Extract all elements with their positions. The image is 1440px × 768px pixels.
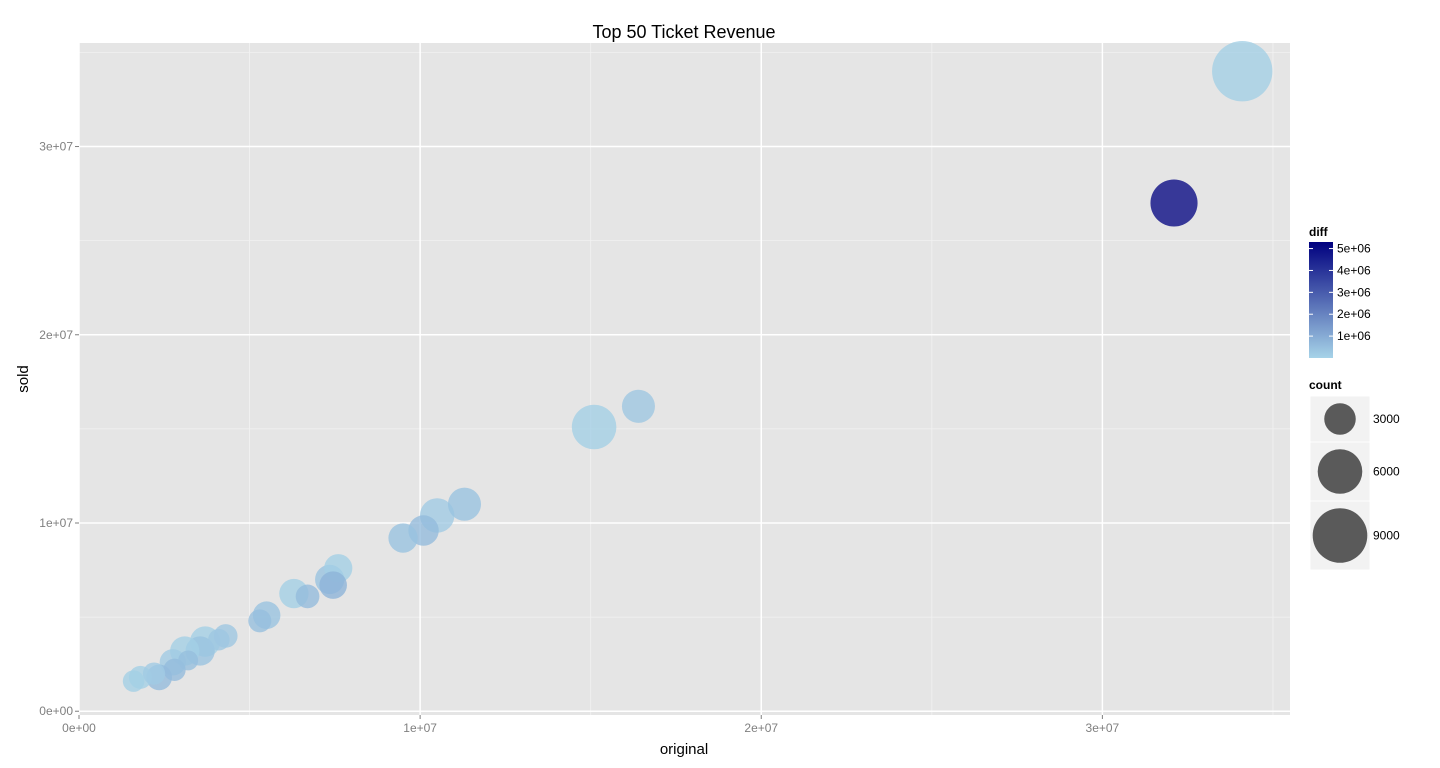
x-tick-labels: 0e+00 1e+07 2e+07 3e+07 xyxy=(62,721,1119,735)
axes xyxy=(75,146,1103,719)
data-point xyxy=(571,404,617,450)
y-tick-label: 2e+07 xyxy=(39,328,73,342)
x-axis-title: original xyxy=(660,741,708,758)
data-points xyxy=(122,41,1273,692)
data-point xyxy=(621,389,655,423)
y-tick-label: 0e+00 xyxy=(39,704,73,718)
data-point xyxy=(1150,179,1198,227)
color-legend-label: 1e+06 xyxy=(1337,329,1371,343)
size-legend-label: 9000 xyxy=(1373,529,1400,543)
x-tick-label: 3e+07 xyxy=(1086,721,1120,735)
x-tick-label: 2e+07 xyxy=(744,721,778,735)
color-legend-title: diff xyxy=(1309,225,1329,239)
color-legend-bar xyxy=(1309,242,1333,358)
plot-panel xyxy=(79,43,1290,715)
major-gridlines xyxy=(78,43,1290,715)
chart-title: Top 50 Ticket Revenue xyxy=(592,22,775,42)
color-legend-label: 3e+06 xyxy=(1337,285,1371,299)
y-tick-labels: 0e+00 1e+07 2e+07 3e+07 xyxy=(39,140,73,719)
size-legend-label: 3000 xyxy=(1373,412,1400,426)
minor-gridlines xyxy=(79,43,1290,715)
y-tick-label: 3e+07 xyxy=(39,140,73,154)
data-point xyxy=(142,662,166,685)
color-legend-breaks: 1e+06 2e+06 3e+06 4e+06 5e+06 xyxy=(1309,242,1371,343)
size-legend-circle xyxy=(1312,508,1368,563)
y-axis-title: sold xyxy=(15,365,32,393)
data-point xyxy=(208,628,230,651)
data-point xyxy=(295,584,320,609)
size-legend: count 3000 6000 9000 xyxy=(1309,378,1400,571)
size-legend-label: 6000 xyxy=(1373,465,1400,479)
data-point xyxy=(388,523,418,553)
data-point xyxy=(122,670,145,692)
color-legend: diff 1e+06 2e+06 3e+06 4e+06 5e+06 xyxy=(1309,225,1371,358)
size-legend-circle xyxy=(1324,403,1356,435)
size-legend-title: count xyxy=(1309,378,1342,392)
data-point xyxy=(447,487,482,521)
x-tick-label: 1e+07 xyxy=(403,721,437,735)
size-legend-circle xyxy=(1317,449,1363,494)
data-point xyxy=(248,609,272,633)
y-tick-label: 1e+07 xyxy=(39,516,73,530)
x-tick-label: 0e+00 xyxy=(62,721,96,735)
color-legend-label: 4e+06 xyxy=(1337,263,1371,277)
data-point xyxy=(178,650,199,671)
data-point xyxy=(1212,41,1273,102)
data-point xyxy=(319,571,347,599)
color-legend-label: 2e+06 xyxy=(1337,307,1371,321)
size-legend-keys: 3000 6000 9000 xyxy=(1309,395,1400,571)
color-legend-label: 5e+06 xyxy=(1337,242,1371,256)
